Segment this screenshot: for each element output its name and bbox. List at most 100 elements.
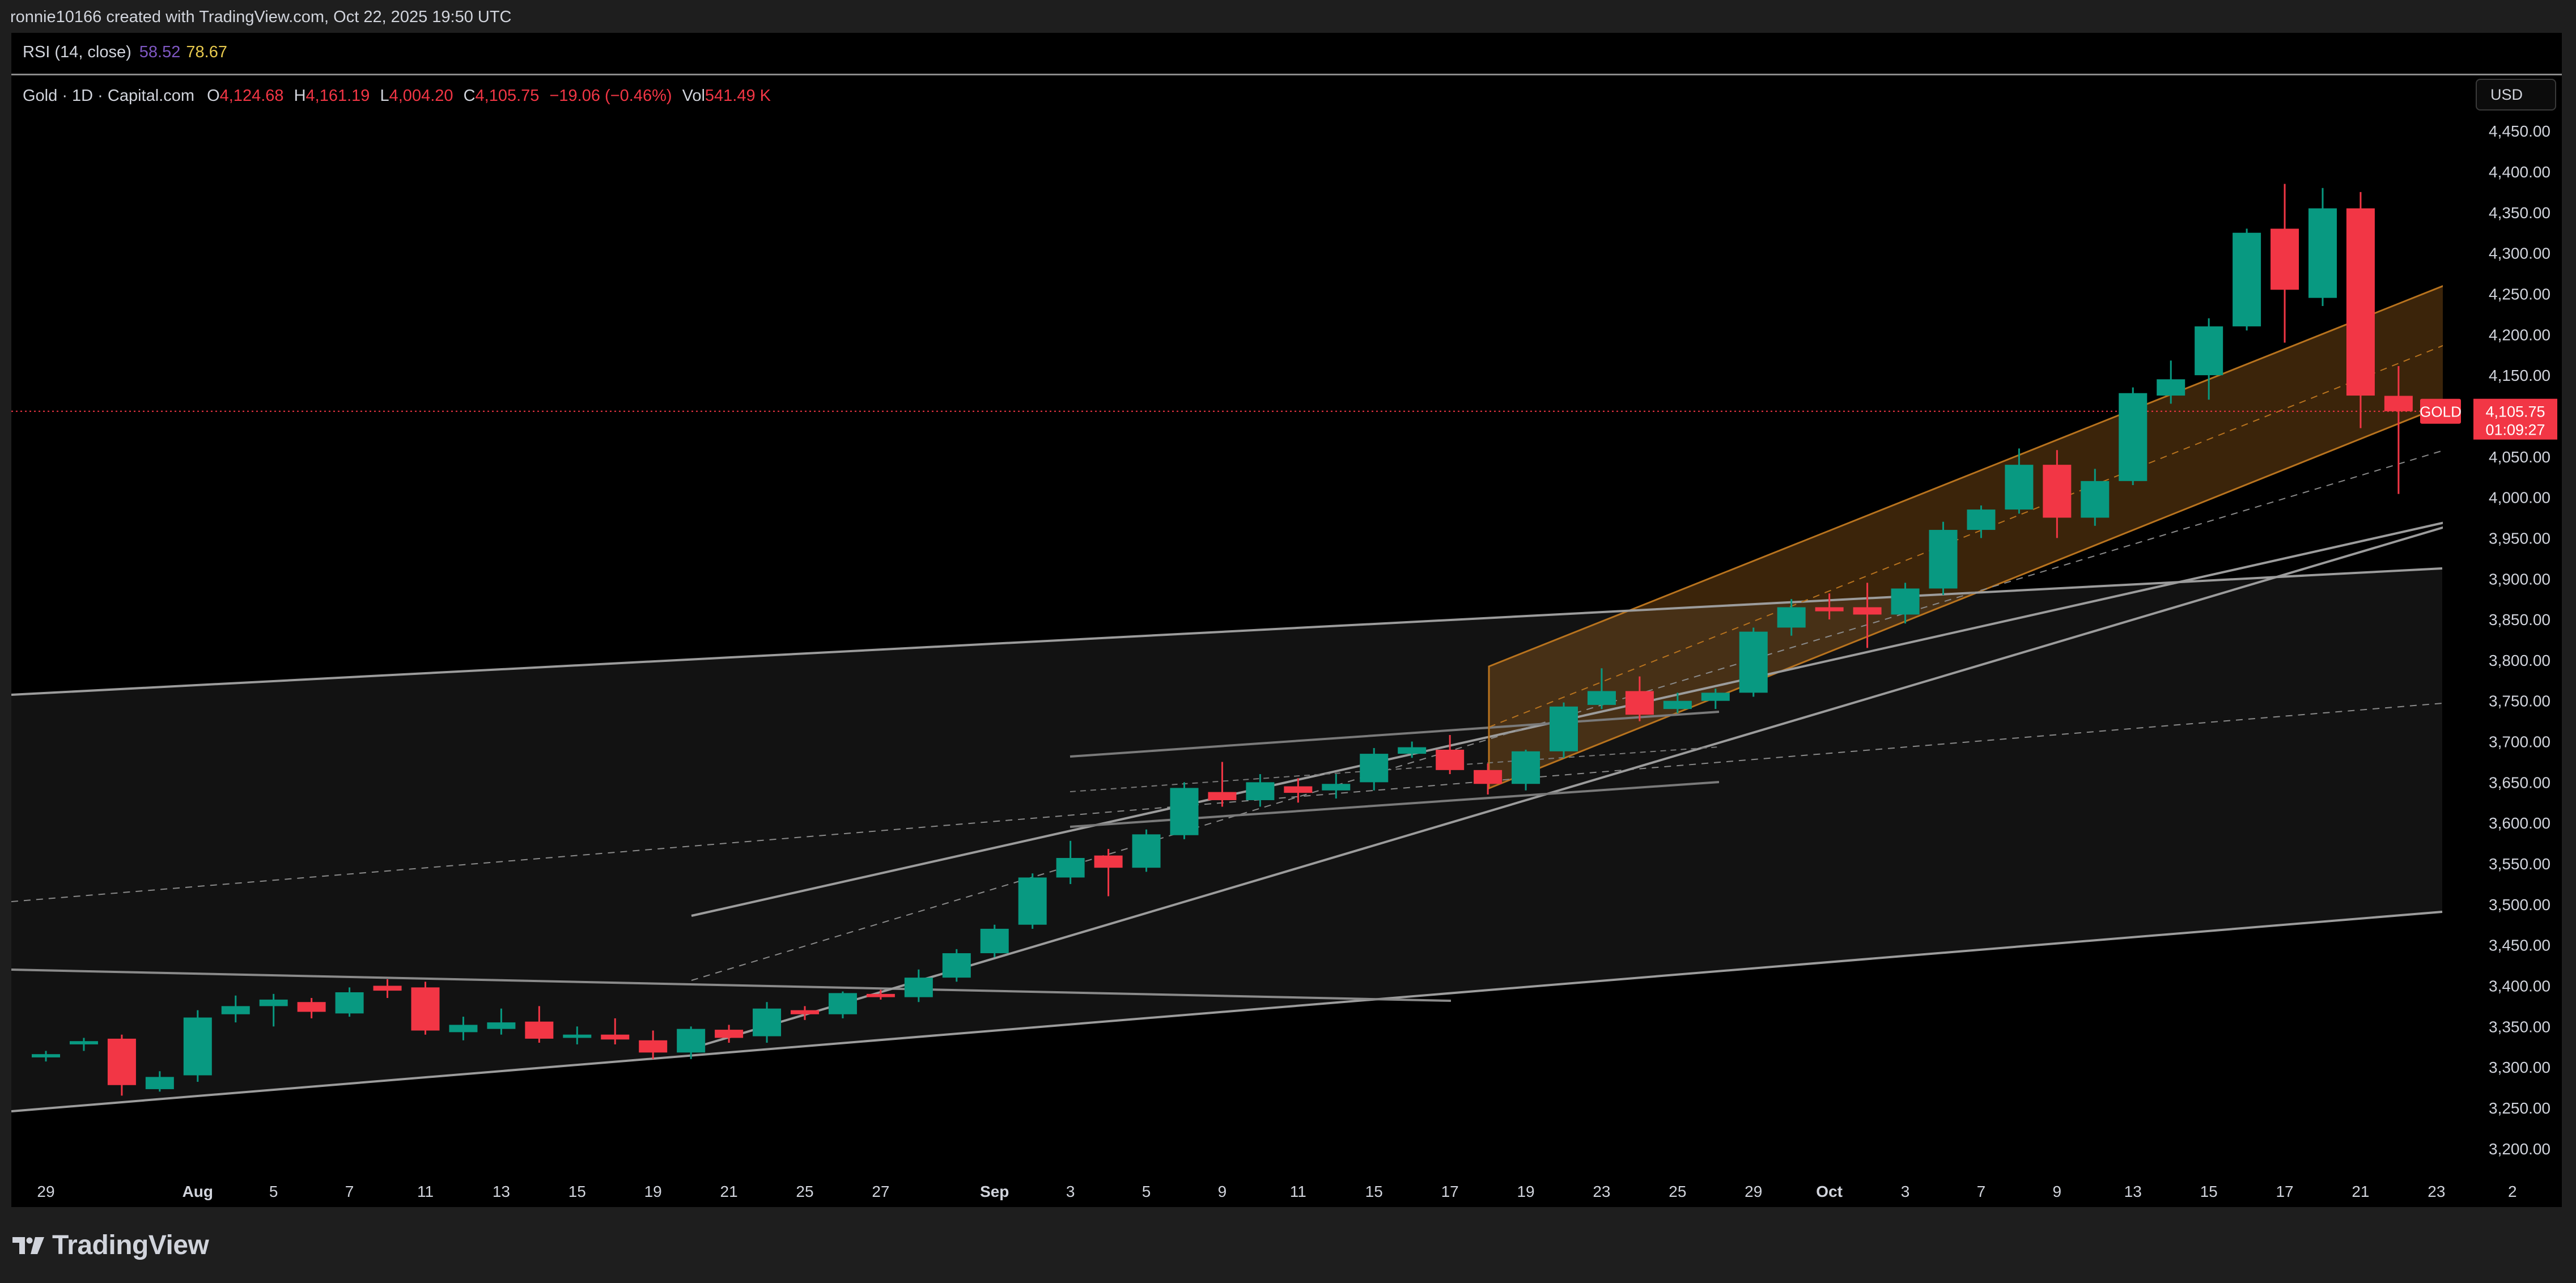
time-tick-label: Aug — [183, 1183, 213, 1200]
time-tick-label: 7 — [1977, 1183, 1986, 1200]
time-tick-label: 19 — [1517, 1183, 1534, 1200]
candle-body — [980, 928, 1009, 954]
price-tick-label: 3,450.00 — [2489, 937, 2550, 954]
price-tick-label: 3,800.00 — [2489, 652, 2550, 669]
candle — [69, 1038, 98, 1051]
candle-body — [487, 1022, 516, 1029]
candle-body — [2081, 481, 2110, 518]
time-tick-label: 25 — [796, 1183, 813, 1200]
candle-body — [525, 1021, 554, 1039]
time-tick-label: 15 — [2200, 1183, 2218, 1200]
trendline-1 — [11, 911, 2443, 1112]
trendline-3 — [11, 968, 1452, 1002]
candle — [449, 1017, 478, 1040]
candle — [2119, 387, 2148, 486]
change-value: −19.06 (−0.46%) — [549, 87, 672, 105]
time-tick-label: 21 — [720, 1183, 738, 1200]
time-tick-label: 23 — [2428, 1183, 2445, 1200]
candle — [1056, 840, 1085, 884]
rsi-pane[interactable]: RSI (14, close) 58.52 78.67 — [11, 33, 2562, 75]
candle-body — [1815, 607, 1844, 611]
candle — [373, 979, 402, 999]
candle-body — [1398, 747, 1427, 754]
price-tag-symbol-bg — [2420, 398, 2461, 424]
price-tag-countdown: 01:09:27 — [2485, 422, 2545, 439]
candle — [1208, 762, 1237, 807]
candle — [145, 1071, 174, 1092]
candle — [2081, 469, 2110, 526]
chart-caption: ronnie10166 created with TradingView.com… — [10, 8, 512, 26]
candle-body — [1246, 782, 1275, 800]
candle-body — [866, 993, 895, 997]
currency-button[interactable]: USD — [2476, 79, 2556, 111]
candle-body — [2308, 208, 2337, 298]
candle — [1739, 627, 1768, 697]
price-tick-label: 4,050.00 — [2489, 448, 2550, 466]
trendline-drawings[interactable] — [11, 233, 2576, 1112]
candle — [221, 995, 250, 1023]
candle-body — [32, 1054, 60, 1057]
time-tick-label: 29 — [1745, 1183, 1762, 1200]
candle — [1815, 593, 1844, 620]
candle — [1891, 583, 1920, 624]
candle — [1929, 521, 1958, 595]
time-axis[interactable]: 29 Aug 5 7 11 13 15 19 21 25 27 Sep 3 5 9 11 15 17 19 23 25 2… — [37, 1183, 2516, 1200]
candle-body — [297, 1002, 326, 1012]
candle-body — [1929, 530, 1958, 589]
candle — [904, 969, 933, 1002]
time-tick-label: 11 — [1290, 1183, 1306, 1200]
candle-body — [1474, 770, 1503, 784]
price-axis[interactable]: 3,200.00 3,250.00 3,300.00 3,350.00 3,400.00… — [2489, 122, 2550, 1158]
volume-value: 541.49 K — [705, 87, 771, 105]
candle — [2346, 192, 2375, 428]
candle-body — [2157, 379, 2185, 396]
time-tick-label: 5 — [1142, 1183, 1151, 1200]
candle — [942, 949, 971, 982]
candle — [639, 1030, 668, 1059]
candle — [32, 1051, 60, 1062]
price-tick-label: 3,600.00 — [2489, 814, 2550, 832]
candle-body — [753, 1008, 782, 1036]
candle-body — [828, 993, 857, 1014]
candle-body — [1853, 607, 1882, 615]
candle-body — [1170, 788, 1199, 835]
time-tick-label: 13 — [493, 1183, 510, 1200]
price-tick-label: 3,700.00 — [2489, 733, 2550, 751]
tradingview-logo-icon — [12, 1237, 44, 1254]
price-tick-label: 4,000.00 — [2489, 489, 2550, 507]
candle — [980, 924, 1009, 958]
candle — [828, 991, 857, 1018]
ohlc-legend: Gold · 1D · Capital.com O4,124.68 H4,161… — [23, 87, 771, 105]
candle-body — [1512, 751, 1540, 784]
candle-body — [2384, 396, 2413, 411]
close-value: 4,105.75 — [475, 87, 540, 105]
price-tick-label: 4,250.00 — [2489, 285, 2550, 303]
time-tick-label: Oct — [1816, 1183, 1843, 1200]
candle — [1777, 599, 1806, 636]
candle-body — [259, 999, 288, 1006]
candle-body — [221, 1006, 250, 1014]
candle — [525, 1006, 554, 1043]
candle — [2157, 360, 2185, 404]
candle-body — [715, 1030, 744, 1038]
candle — [601, 1018, 630, 1044]
price-chart[interactable]: 3,200.00 3,250.00 3,300.00 3,350.00 3,400.00… — [0, 0, 2576, 1207]
candle-body — [1436, 749, 1465, 770]
candle — [753, 1002, 782, 1043]
drawn-channel-fill — [11, 568, 2442, 1111]
candle — [487, 1008, 516, 1035]
candle-body — [2043, 465, 2072, 518]
tradingview-logo[interactable]: TradingView — [12, 1230, 209, 1261]
symbol-label: Gold · 1D · Capital.com — [23, 87, 194, 105]
candle-body — [373, 985, 402, 991]
candle — [866, 989, 895, 1000]
candle-body — [1891, 588, 1920, 615]
price-tick-label: 3,900.00 — [2489, 570, 2550, 588]
candle — [1398, 741, 1427, 758]
time-tick-label: 3 — [1901, 1183, 1910, 1200]
time-tick-label: 11 — [417, 1183, 434, 1200]
candle-body — [1701, 693, 1730, 701]
price-tick-label: 4,200.00 — [2489, 326, 2550, 343]
rsi-value-1: 58.52 — [139, 43, 181, 61]
time-tick-label: 17 — [1441, 1183, 1459, 1200]
